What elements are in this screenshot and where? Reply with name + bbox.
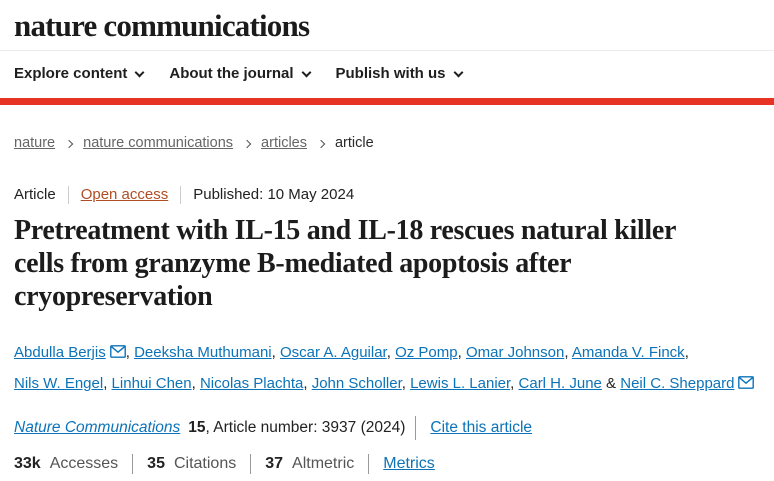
nav-item-label: Publish with us: [335, 65, 446, 82]
metrics-bar: 33k Accesses 35 Citations 37 Altmetric Metrics: [14, 453, 760, 475]
divider: [67, 185, 69, 204]
author-separator-ampersand: &: [601, 375, 621, 392]
metric-value-accesses: 33k: [14, 455, 41, 472]
author-link-oz-pomp[interactable]: Oz Pomp: [395, 344, 458, 361]
article-title-line: cells from granzyme B-mediated apoptosis…: [14, 248, 572, 279]
divider: [368, 454, 370, 474]
nav-item-explore-content[interactable]: Explore content: [14, 64, 145, 84]
author-link-linhui-chen[interactable]: Linhui Chen: [111, 375, 192, 392]
chevron-right-icon: [64, 139, 74, 148]
article-title: Pretreatment with IL-15 and IL-18 rescue…: [14, 214, 760, 313]
article-meta-line: Article Open access Published: 10 May 20…: [14, 184, 760, 205]
cite-this-article-link[interactable]: Cite this article: [430, 419, 533, 436]
breadcrumb: nature nature communications articles artic…: [14, 133, 760, 153]
chevron-down-icon: [134, 67, 145, 78]
article-title-line: cryopreservation: [14, 281, 213, 312]
journal-logo[interactable]: nature communications: [14, 8, 310, 43]
breadcrumb-link-articles[interactable]: articles: [261, 135, 307, 151]
volume-number: 15: [188, 419, 206, 436]
author-list: Abdulla Berjis, Deeksha Muthumani, Oscar…: [14, 337, 760, 399]
nav-item-about-the-journal[interactable]: About the journal: [169, 64, 311, 84]
author-link-carl-h-june[interactable]: Carl H. June: [518, 375, 602, 392]
breadcrumb-link-nature[interactable]: nature: [14, 135, 56, 151]
email-envelope-icon[interactable]: [109, 337, 126, 368]
divider: [415, 416, 417, 440]
metrics-link[interactable]: Metrics: [383, 455, 435, 472]
accent-bar: [0, 98, 774, 105]
journal-link[interactable]: Nature Communications: [14, 419, 181, 436]
breadcrumb-current: article: [334, 135, 374, 151]
article-header: Article Open access Published: 10 May 20…: [0, 184, 774, 475]
article-number-text: , Article number: 3937 (2024): [205, 419, 406, 436]
main-nav: Explore content About the journal Publish …: [0, 51, 774, 98]
author-link-oscar-a-aguilar[interactable]: Oscar A. Aguilar: [279, 344, 387, 361]
article-title-line: Pretreatment with IL-15 and IL-18 rescue…: [14, 215, 677, 246]
author-link-john-scholler[interactable]: John Scholler: [311, 375, 402, 392]
author-link-nicolas-plachta[interactable]: Nicolas Plachta: [199, 375, 304, 392]
article-type-label: Article: [14, 186, 56, 203]
author-link-omar-johnson[interactable]: Omar Johnson: [465, 344, 565, 361]
metric-label-altmetric: Altmetric: [292, 455, 355, 472]
author-link-deeksha-muthumani[interactable]: Deeksha Muthumani: [134, 344, 272, 361]
chevron-right-icon: [316, 139, 326, 148]
published-date: Published: 10 May 2024: [193, 186, 355, 203]
author-link-amanda-v-finck[interactable]: Amanda V. Finck: [571, 344, 685, 361]
chevron-right-icon: [242, 139, 252, 148]
author-link-nils-w-engel[interactable]: Nils W. Engel: [14, 375, 104, 392]
metric-label-citations: Citations: [173, 455, 237, 472]
metric-value-altmetric: 37: [265, 455, 284, 472]
author-link-abdulla-berjis[interactable]: Abdulla Berjis: [14, 344, 106, 361]
metric-label-accesses: Accesses: [49, 455, 119, 472]
chevron-down-icon: [453, 67, 463, 78]
divider: [180, 185, 182, 204]
nav-item-label: About the journal: [169, 65, 294, 82]
metric-value-citations: 35: [147, 455, 165, 472]
nav-item-publish-with-us[interactable]: Publish with us: [335, 64, 463, 84]
chevron-down-icon: [301, 67, 311, 78]
citation-line: Nature Communications 15 , Article numbe…: [14, 416, 760, 440]
email-envelope-icon[interactable]: [738, 368, 755, 399]
divider: [132, 454, 134, 474]
author-link-lewis-l-lanier[interactable]: Lewis L. Lanier: [410, 375, 511, 392]
divider: [250, 454, 252, 474]
nav-item-label: Explore content: [14, 65, 128, 82]
author-link-neil-c-sheppard[interactable]: Neil C. Sheppard: [620, 375, 735, 392]
site-header: nature communications: [0, 0, 774, 51]
open-access-link[interactable]: Open access: [80, 186, 169, 203]
breadcrumb-link-nature-communications[interactable]: nature communications: [83, 135, 234, 151]
